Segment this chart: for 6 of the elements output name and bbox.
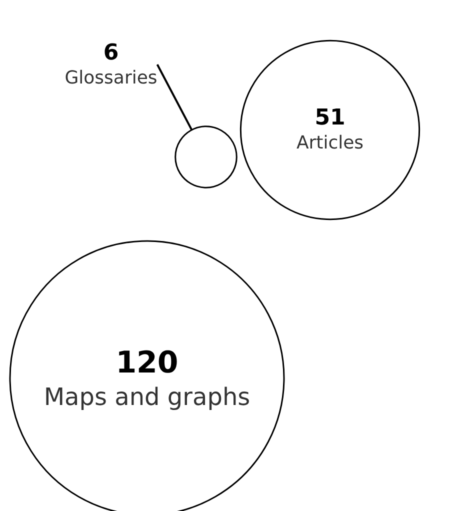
category-label: Maps and graphs [44,383,250,411]
data-label: 120 [116,346,178,380]
data-label: 51 [314,106,346,130]
category-label: Articles [296,132,364,154]
data-label: 6 [103,40,119,66]
category-label: Glossaries [64,68,158,88]
